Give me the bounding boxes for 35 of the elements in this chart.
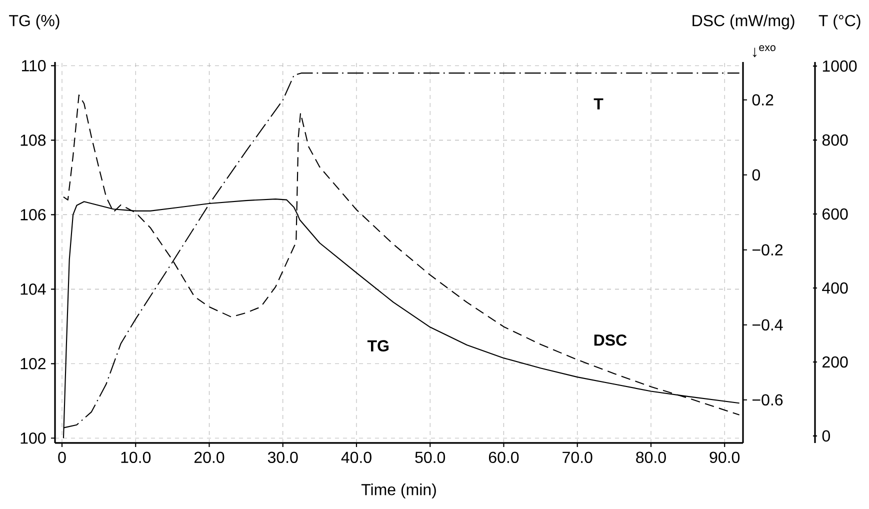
x-tick-label: 20.0 xyxy=(194,452,224,464)
text: ↓$^{exo}$ xyxy=(752,45,776,58)
y3-tick-label: 1000 xyxy=(822,60,857,72)
y2-tick-label: −0.2 xyxy=(752,244,782,256)
x-tick-label: 80.0 xyxy=(636,452,666,464)
y3-tick-label: 0 xyxy=(822,430,830,442)
y2-tick-label: 0 xyxy=(752,169,760,181)
y-tick-label: 110 xyxy=(22,60,46,72)
y3-tick-label: 400 xyxy=(822,282,848,294)
series-label: T xyxy=(594,98,604,110)
y2-tick-label: 0.2 xyxy=(752,94,774,106)
series-label: DSC xyxy=(594,334,627,346)
y3-tick-label: 800 xyxy=(822,134,848,146)
x-tick-label: 30.0 xyxy=(268,452,298,464)
y3-tick-label: 600 xyxy=(822,208,848,220)
x-tick-label: 10.0 xyxy=(121,452,151,464)
y-tick-label: 104 xyxy=(20,284,46,295)
y2-tick-label: −0.4 xyxy=(752,319,783,331)
x-tick-label: 60.0 xyxy=(488,452,519,464)
y-tick-label: 106 xyxy=(20,209,46,220)
y-tick-label: 108 xyxy=(20,134,46,146)
y-tick-label: 102 xyxy=(20,358,46,370)
x-axis-title: Time (min) xyxy=(361,484,436,498)
y3-tick-label: 200 xyxy=(822,356,848,368)
x-tick-label: 70.0 xyxy=(562,452,592,464)
y3-axis-title: T (°C) xyxy=(818,14,860,30)
x-tick-label: 40.0 xyxy=(341,452,372,464)
y-axis-title: TG (%) xyxy=(9,14,60,30)
y2-axis-title: DSC (mW/mg) xyxy=(692,14,794,30)
text: TG xyxy=(367,340,388,352)
x-tick-label: 90.0 xyxy=(710,452,740,464)
y2-tick-label: −0.6 xyxy=(752,394,783,406)
y-tick-label: 100 xyxy=(20,432,46,444)
x-tick-label: 0 xyxy=(58,452,66,464)
x-tick-label: 50.0 xyxy=(415,452,446,464)
